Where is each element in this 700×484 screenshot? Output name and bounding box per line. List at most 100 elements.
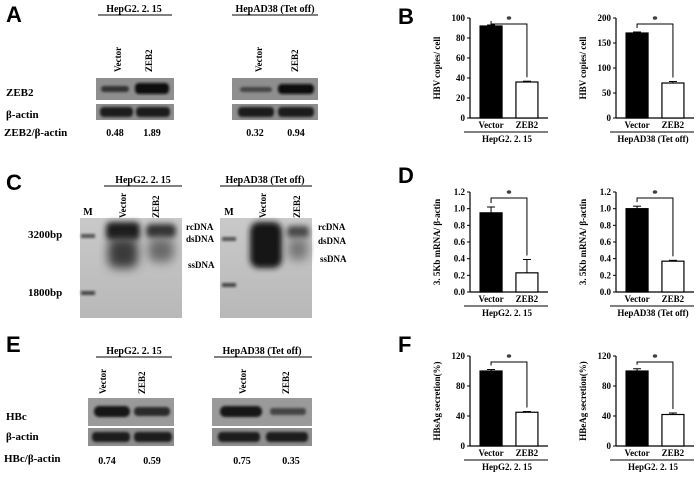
chart-f2-tick-label: 120 <box>598 351 612 361</box>
chart-b1-significance-mark: * <box>506 14 512 26</box>
chart-d1-bar-vector <box>479 212 503 293</box>
panel-a-ratio-label: ZEB2/β-actin <box>4 127 67 139</box>
panel-label-c: C <box>6 170 22 195</box>
bar-charts: 0 20 40 60 80 100 HBV copies/ cell Vector ZEB2 * H… <box>432 13 694 472</box>
panel-a-row-actin: β-actin <box>6 109 39 121</box>
chart-b1-bar-zeb2 <box>515 81 539 119</box>
panel-e-ratio-label: HBc/β-actin <box>4 453 61 465</box>
chart-b2-category-label: Vector <box>624 120 649 130</box>
chart-d1-category-label: ZEB2 <box>516 294 539 304</box>
panel-label-f: F <box>398 332 411 357</box>
panel-a-ratio-3: 0.32 <box>246 128 264 139</box>
chart-b1-tick-label: 60 <box>456 53 466 63</box>
chart-b2-significance-bracket <box>636 23 674 78</box>
chart-f2-tick-label: 40 <box>602 411 612 421</box>
panel-e-blot-hepg2 <box>88 398 174 446</box>
panel-e-ratio-3: 0.75 <box>233 456 251 467</box>
chart-b2-xlabel: HepAD38 (Tet off) <box>617 134 688 144</box>
panel-e-lane-zeb2-2: ZEB2 <box>281 371 291 394</box>
chart-f1-category-label: ZEB2 <box>516 448 539 458</box>
chart-b2-ylabel: HBV copies/ cell <box>578 36 588 99</box>
panel-e-row-actin: β-actin <box>6 431 39 443</box>
chart-f1-tick-label: 0 <box>461 441 466 451</box>
chart-f2-category-label: ZEB2 <box>662 448 685 458</box>
chart-f1-significance-bracket <box>490 361 528 408</box>
chart-f2-significance-mark: * <box>652 352 658 364</box>
chart-b2-tick-label: 0 <box>607 113 612 123</box>
chart-b2-bar-vector <box>625 32 649 119</box>
chart-b2-tick-label: 150 <box>598 38 612 48</box>
panel-c-band-ssdna-1: ssDNA <box>188 260 215 270</box>
chart-d1-tick-label: 1.2 <box>454 187 466 197</box>
chart-d1-significance-bracket <box>490 197 528 256</box>
chart-f2-significance-bracket <box>636 361 674 409</box>
panel-c-band-dsdna-2: dsDNA <box>318 236 347 246</box>
chart-f1: 0 40 80 120 HBsAg secretion(%) Vector ZEB2 * Hep… <box>432 351 548 472</box>
chart-d1-tick-label: 1.0 <box>454 204 466 214</box>
chart-f2-ylabel: HBeAg secretion(%) <box>578 361 588 441</box>
panel-label-a: A <box>6 2 22 27</box>
chart-b2-bar-zeb2 <box>661 82 685 119</box>
chart-f1-category-label: Vector <box>478 448 503 458</box>
chart-f1-xlabel: HepG2. 2. 15 <box>482 462 533 472</box>
panel-a-row-zeb2: ZEB2 <box>6 87 34 99</box>
panel-e-ratio-4: 0.35 <box>282 456 300 467</box>
chart-d2-tick-label: 0.6 <box>600 237 612 247</box>
chart-d1-ylabel: 3. 5Kb mRNA/ β-actin <box>432 199 442 285</box>
chart-d1-bar-zeb2 <box>515 272 539 293</box>
panel-a-group-2: HepAD38 (Tet off) <box>235 4 314 15</box>
panel-e-blot-hepad38 <box>212 398 312 446</box>
chart-d2-tick-label: 0.8 <box>600 220 612 230</box>
chart-b1-significance-bracket <box>490 21 528 78</box>
chart-b2-tick-label: 200 <box>598 13 612 23</box>
chart-f2-bar-zeb2 <box>661 413 685 447</box>
chart-d2-tick-label: 0.0 <box>600 287 612 297</box>
chart-d2-category-label: ZEB2 <box>662 294 685 304</box>
chart-d2-tick-label: 1.2 <box>600 187 612 197</box>
chart-d2-xlabel: HepAD38 (Tet off) <box>617 308 688 318</box>
panel-c-lane-vector-2: Vector <box>258 193 268 218</box>
chart-d2-tick-label: 0.2 <box>600 270 612 280</box>
chart-b2: 0 50 100 150 200 HBV copies/ cell Vector ZEB2 * H… <box>578 13 694 144</box>
panel-e-lane-vector-1: Vector <box>98 369 108 394</box>
panel-a-lane-vector-2: Vector <box>254 47 264 72</box>
chart-d2-ylabel: 3. 5Kb mRNA/ β-actin <box>578 199 588 285</box>
panel-c-band-rcdna-1: rcDNA <box>186 222 214 232</box>
panel-c-group-1: HepG2. 2. 15 <box>115 175 171 186</box>
panel-e-ratio-2: 0.59 <box>143 456 161 467</box>
chart-d1-tick-label: 0.8 <box>454 220 466 230</box>
chart-f1-bar-vector <box>479 370 503 447</box>
chart-f2: 0 40 80 120 HBeAg secretion(%) Vector ZEB2 * Hep… <box>578 351 694 472</box>
panel-c-lane-vector-1: Vector <box>118 193 128 218</box>
chart-f2-tick-label: 0 <box>607 441 612 451</box>
chart-d2-category-label: Vector <box>624 294 649 304</box>
panel-c-marker-1: M <box>83 207 93 218</box>
panel-c-band-ssdna-2: ssDNA <box>320 254 347 264</box>
chart-b1-tick-label: 100 <box>452 13 466 23</box>
panel-a-blot-hepad38 <box>232 78 318 120</box>
chart-f2-tick-label: 80 <box>602 381 612 391</box>
chart-b1-bar-vector <box>479 25 503 119</box>
panel-e-lane-vector-2: Vector <box>238 369 248 394</box>
panel-c-gel-hepg2 <box>80 218 182 318</box>
chart-f1-tick-label: 120 <box>452 351 466 361</box>
panel-a-lane-zeb2-2: ZEB2 <box>290 49 300 72</box>
chart-b1-tick-label: 0 <box>461 113 466 123</box>
chart-f1-significance-mark: * <box>506 352 512 364</box>
chart-d1-category-label: Vector <box>478 294 503 304</box>
panel-label-d: D <box>398 163 414 188</box>
panel-a-ratio-2: 1.89 <box>143 128 161 139</box>
chart-d2-significance-mark: * <box>652 188 658 200</box>
panel-c-size-3200: 3200bp <box>28 229 62 241</box>
chart-b1-category-label: Vector <box>478 120 503 130</box>
panel-e-row-hbc: HBc <box>6 411 27 423</box>
panel-a-lane-vector-1: Vector <box>113 47 123 72</box>
chart-b1-tick-label: 80 <box>456 33 466 43</box>
chart-b1-tick-label: 40 <box>456 73 466 83</box>
chart-b1-ylabel: HBV copies/ cell <box>432 36 442 99</box>
chart-d2: 0.0 0.2 0.4 0.6 0.8 1.0 1.2 3. 5Kb mRNA/ β-acti… <box>578 187 694 318</box>
chart-d1-tick-label: 0.4 <box>454 254 466 264</box>
panel-a-ratio-1: 0.48 <box>106 128 124 139</box>
chart-b1-category-label: ZEB2 <box>516 120 539 130</box>
